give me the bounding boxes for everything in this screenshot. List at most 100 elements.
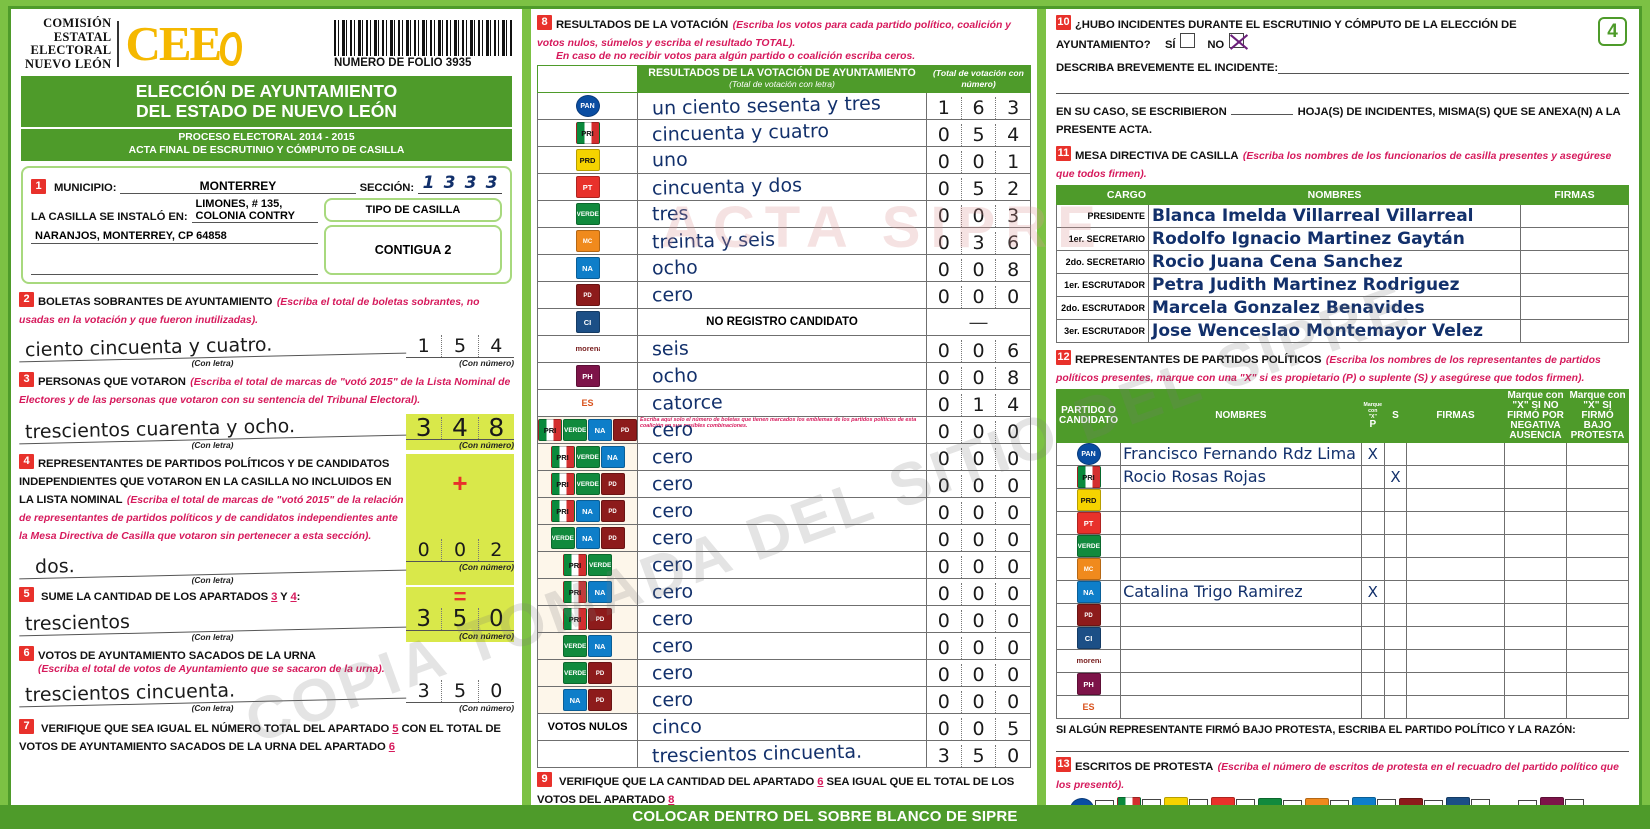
rep-nombre-cell-1[interactable]: Rocio Rosas Rojas — [1120, 465, 1362, 489]
rep-protesta-cell-10[interactable] — [1566, 672, 1629, 696]
protesta-input[interactable] — [1056, 736, 1629, 752]
rep-p-cell-0[interactable]: X — [1360, 442, 1386, 466]
section-6-numero-field[interactable]: 3 5 0 (Con número) — [406, 679, 514, 713]
results-letra-cell-11[interactable]: catorce — [638, 390, 926, 416]
rep-p-cell-8[interactable] — [1360, 626, 1386, 650]
results-letra-cell-10[interactable]: ocho — [638, 363, 926, 389]
rep-firma-cell-11[interactable] — [1406, 695, 1505, 719]
mesa-firma-cell-0[interactable] — [1520, 204, 1629, 228]
rep-p-cell-7[interactable] — [1360, 603, 1386, 627]
rep-nofirmo-cell-9[interactable] — [1504, 649, 1567, 673]
results-letra-cell-18[interactable]: cero — [638, 579, 926, 605]
rep-nofirmo-cell-5[interactable] — [1504, 557, 1567, 581]
sheets-count-input[interactable] — [1231, 114, 1294, 115]
rep-nofirmo-cell-4[interactable] — [1504, 534, 1567, 558]
rep-protesta-cell-5[interactable] — [1566, 557, 1629, 581]
rep-nombre-cell-8[interactable] — [1120, 626, 1362, 650]
rep-s-cell-8[interactable] — [1384, 626, 1407, 650]
rep-firma-cell-9[interactable] — [1406, 649, 1505, 673]
tipo-casilla-value[interactable]: CONTIGUA 2 — [324, 225, 502, 275]
rep-s-cell-0[interactable] — [1384, 442, 1407, 466]
rep-nombre-cell-10[interactable] — [1120, 672, 1362, 696]
rep-firma-cell-5[interactable] — [1406, 557, 1505, 581]
si-checkbox[interactable] — [1179, 33, 1195, 48]
describe-incident-input-2[interactable] — [1056, 77, 1629, 94]
no-checkbox[interactable] — [1228, 33, 1244, 48]
mesa-firma-cell-5[interactable] — [1520, 319, 1629, 343]
rep-nombre-cell-2[interactable] — [1120, 488, 1362, 512]
rep-nofirmo-cell-2[interactable] — [1504, 488, 1567, 512]
rep-p-cell-3[interactable] — [1360, 511, 1386, 535]
results-letra-cell-1[interactable]: cincuenta y cuatro — [638, 120, 926, 146]
results-letra-cell-12[interactable]: Escriba aquí solo el número de boletas q… — [638, 417, 926, 443]
section-5-numero-field[interactable]: = 3 5 0 (Con número) — [406, 586, 514, 642]
results-letra-cell-20[interactable]: cero — [638, 633, 926, 659]
mesa-nombre-cell-2[interactable]: Rocio Juana Cena Sanchez — [1148, 250, 1521, 274]
results-letra-cell-16[interactable]: cero — [638, 525, 926, 551]
municipio-value[interactable]: MONTERREY — [120, 179, 356, 194]
rep-p-cell-1[interactable] — [1360, 465, 1386, 489]
section-5-letra-field[interactable]: trescientos (Con letra) — [18, 604, 407, 642]
mesa-firma-cell-3[interactable] — [1520, 273, 1629, 297]
rep-s-cell-9[interactable] — [1384, 649, 1407, 673]
mesa-nombre-cell-0[interactable]: Blanca Imelda Villarreal Villarreal — [1148, 204, 1521, 228]
rep-nofirmo-cell-1[interactable] — [1504, 465, 1567, 489]
rep-protesta-cell-0[interactable] — [1566, 442, 1629, 466]
mesa-nombre-cell-1[interactable]: Rodolfo Ignacio Martinez Gaytán — [1148, 227, 1521, 251]
rep-s-cell-5[interactable] — [1384, 557, 1407, 581]
results-letra-cell-7[interactable]: cero — [638, 282, 926, 308]
rep-s-cell-11[interactable] — [1384, 695, 1407, 719]
casilla-address-line-2[interactable]: NARANJOS, MONTERREY, CP 64858 — [31, 227, 318, 244]
rep-nombre-cell-3[interactable] — [1120, 511, 1362, 535]
rep-p-cell-10[interactable] — [1360, 672, 1386, 696]
rep-firma-cell-0[interactable] — [1406, 442, 1505, 466]
rep-firma-cell-10[interactable] — [1406, 672, 1505, 696]
rep-nombre-cell-11[interactable] — [1120, 695, 1362, 719]
mesa-firma-cell-2[interactable] — [1520, 250, 1629, 274]
rep-nombre-cell-6[interactable]: Catalina Trigo Ramirez — [1120, 580, 1362, 604]
rep-s-cell-4[interactable] — [1384, 534, 1407, 558]
rep-s-cell-3[interactable] — [1384, 511, 1407, 535]
rep-nofirmo-cell-6[interactable] — [1504, 580, 1567, 604]
results-letra-cell-17[interactable]: cero — [638, 552, 926, 578]
rep-nofirmo-cell-7[interactable] — [1504, 603, 1567, 627]
rep-firma-cell-1[interactable] — [1406, 465, 1505, 489]
rep-nombre-cell-7[interactable] — [1120, 603, 1362, 627]
rep-firma-cell-8[interactable] — [1406, 626, 1505, 650]
rep-nofirmo-cell-3[interactable] — [1504, 511, 1567, 535]
results-letra-cell-6[interactable]: ocho — [638, 255, 926, 281]
rep-nofirmo-cell-8[interactable] — [1504, 626, 1567, 650]
results-letra-cell-9[interactable]: seis — [638, 336, 926, 362]
casilla-address-line-3[interactable] — [31, 256, 318, 275]
rep-p-cell-2[interactable] — [1360, 488, 1386, 512]
votos-nulos-letra-cell[interactable]: cinco — [638, 714, 926, 740]
rep-protesta-cell-2[interactable] — [1566, 488, 1629, 512]
rep-protesta-cell-4[interactable] — [1566, 534, 1629, 558]
rep-s-cell-2[interactable] — [1384, 488, 1407, 512]
results-letra-cell-3[interactable]: cincuenta y dos — [638, 174, 926, 200]
rep-p-cell-4[interactable] — [1360, 534, 1386, 558]
mesa-nombre-cell-4[interactable]: Marcela Gonzalez Benavides — [1148, 296, 1521, 320]
results-letra-cell-15[interactable]: cero — [638, 498, 926, 524]
section-2-letra-field[interactable]: ciento cincuenta y cuatro. (Con letra) — [18, 330, 407, 368]
rep-protesta-cell-11[interactable] — [1566, 695, 1629, 719]
results-letra-cell-22[interactable]: cero — [638, 687, 926, 713]
rep-firma-cell-4[interactable] — [1406, 534, 1505, 558]
rep-firma-cell-3[interactable] — [1406, 511, 1505, 535]
mesa-firma-cell-1[interactable] — [1520, 227, 1629, 251]
